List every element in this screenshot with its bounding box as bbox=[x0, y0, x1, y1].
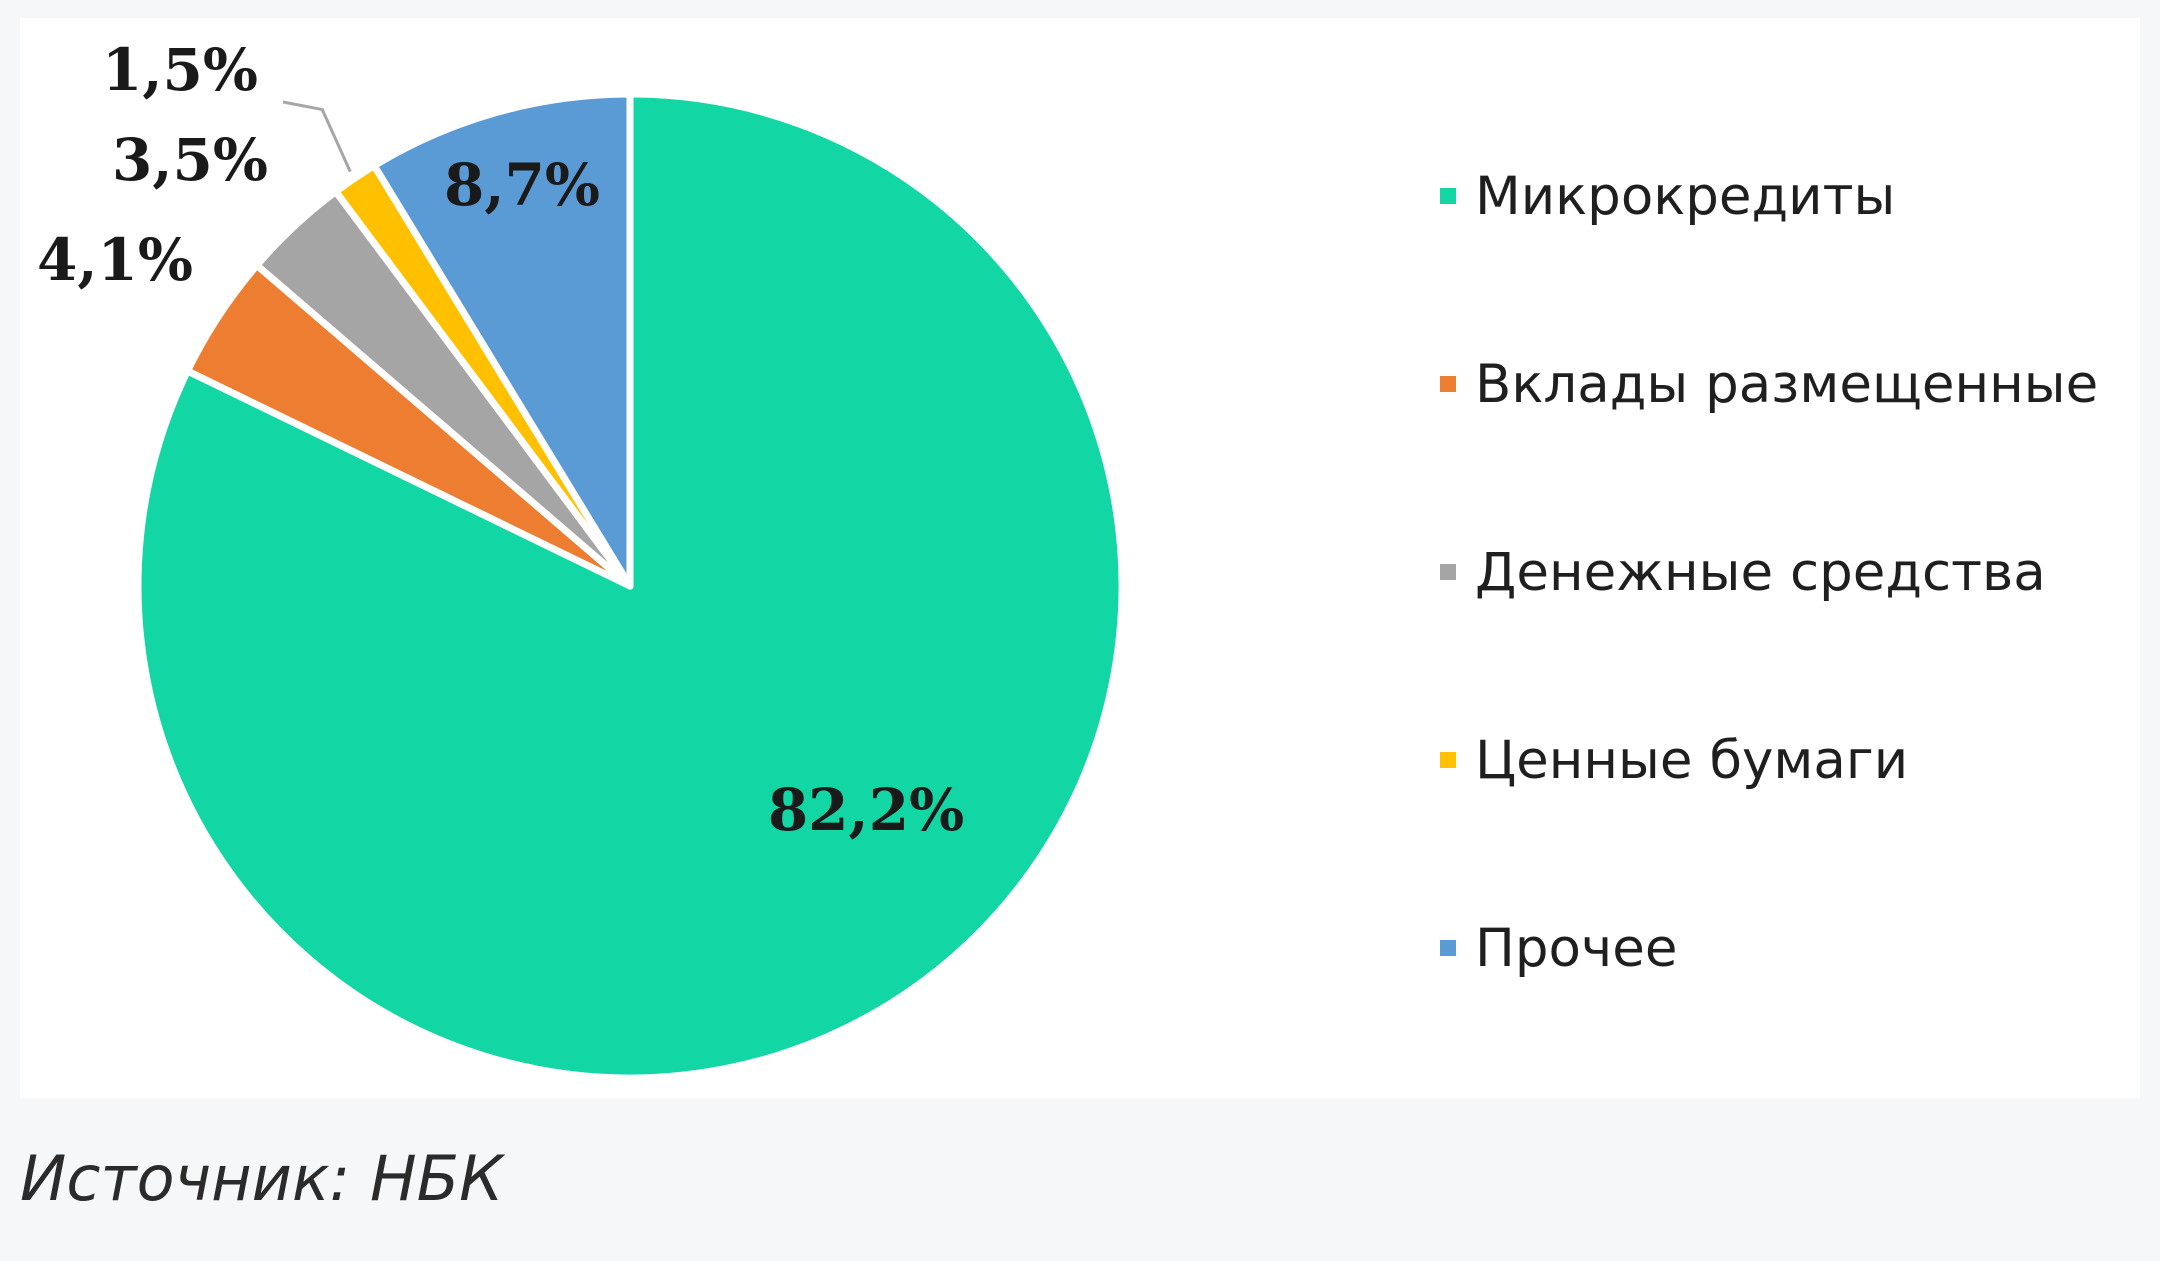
legend-swatch bbox=[1440, 752, 1456, 768]
legend-label: Денежные средства bbox=[1475, 542, 2046, 603]
data-label-3: 3,5% bbox=[112, 126, 268, 194]
legend-label: Вклады размещенные bbox=[1475, 354, 2098, 415]
data-label-4: 1,5% bbox=[102, 36, 258, 104]
data-label-2: 4,1% bbox=[37, 226, 193, 294]
legend-item-2: Вклады размещенные bbox=[1440, 354, 2098, 415]
pie-data-labels: 82,2% 4,1% 3,5% 1,5% 8,7% bbox=[37, 36, 964, 844]
legend-item-1: Микрокредиты bbox=[1440, 166, 1895, 227]
legend-swatch bbox=[1440, 188, 1456, 204]
pie-slice-5 bbox=[370, 90, 634, 590]
pie-slices bbox=[134, 90, 1126, 1082]
legend-item-3: Денежные средства bbox=[1440, 542, 2046, 603]
legend-swatch bbox=[1440, 376, 1456, 392]
legend-swatch bbox=[1440, 564, 1456, 580]
legend-label: Ценные бумаги bbox=[1475, 730, 1908, 791]
legend-label: Микрокредиты bbox=[1475, 166, 1895, 227]
source-note: Источник: НБК bbox=[20, 1142, 504, 1215]
data-label-1: 82,2% bbox=[768, 776, 964, 844]
legend-item-4: Ценные бумаги bbox=[1440, 730, 1908, 791]
data-label-5: 8,7% bbox=[444, 151, 600, 219]
legend-swatch bbox=[1440, 940, 1456, 956]
leader-line bbox=[282, 100, 352, 173]
legend-item-5: Прочее bbox=[1440, 918, 1677, 979]
legend: Микрокредиты Вклады размещенные Денежные с… bbox=[1440, 166, 2098, 979]
legend-label: Прочее bbox=[1475, 918, 1677, 979]
